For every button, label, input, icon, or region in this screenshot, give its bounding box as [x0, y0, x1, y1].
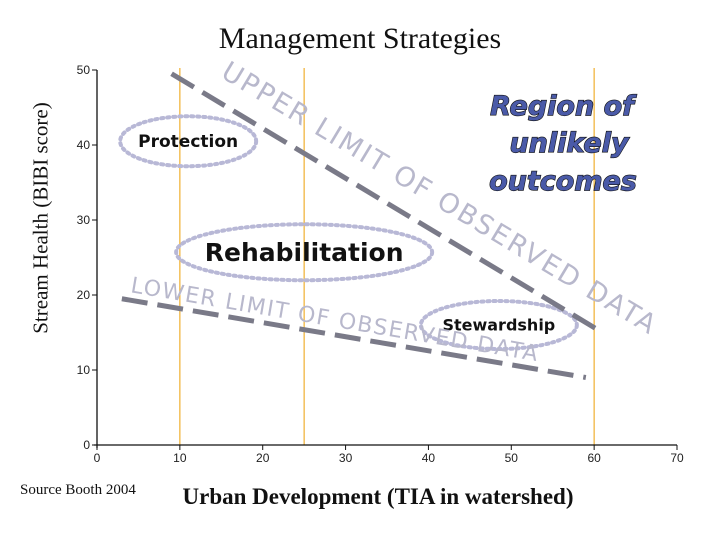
x-tick-label: 10 — [173, 451, 187, 465]
x-tick-label: 60 — [587, 451, 601, 465]
chart-title: Management Strategies — [218, 22, 502, 55]
y-tick-label: 20 — [77, 288, 91, 302]
limit-line — [170, 71, 604, 335]
x-tick-label: 30 — [339, 451, 353, 465]
x-tick-label: 70 — [670, 451, 684, 465]
region-outline — [174, 222, 435, 283]
y-tick-label: 0 — [83, 438, 90, 452]
region-label: Stewardship — [442, 316, 555, 335]
annotation-line: Region of — [490, 91, 637, 122]
x-tick-label: 0 — [94, 451, 101, 465]
x-tick-label: 40 — [422, 451, 436, 465]
x-axis-label: Urban Development (TIA in watershed) — [182, 484, 574, 509]
region-label: Protection — [138, 132, 238, 152]
x-tick-label: 50 — [505, 451, 519, 465]
region-outline — [418, 299, 579, 351]
x-tick-label: 20 — [256, 451, 270, 465]
annotation-line: outcomes — [489, 166, 637, 197]
y-tick-label: 30 — [77, 213, 91, 227]
region-label: Rehabilitation — [205, 238, 404, 267]
y-tick-label: 50 — [77, 63, 91, 77]
y-tick-label: 40 — [77, 138, 91, 152]
source-note: Source Booth 2004 — [20, 482, 136, 498]
limit-line — [121, 296, 587, 380]
y-tick-label: 10 — [77, 363, 91, 377]
region-outline — [118, 114, 259, 169]
annotation-line: unlikely — [509, 128, 630, 159]
